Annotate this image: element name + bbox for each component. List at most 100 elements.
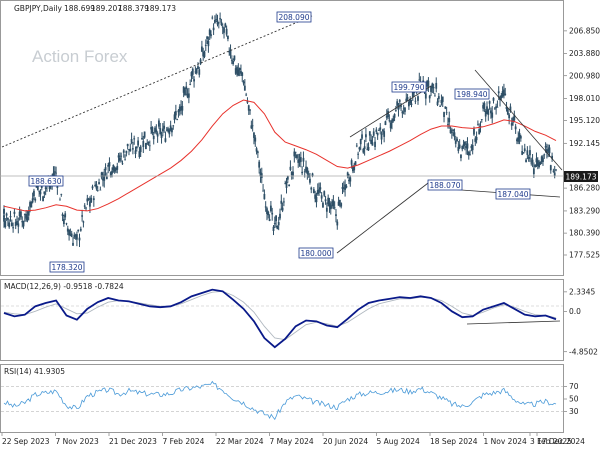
candle-body — [217, 22, 220, 24]
candle-body — [431, 83, 434, 89]
candle-body — [16, 220, 18, 225]
candle-body — [535, 158, 538, 163]
candle-body — [82, 221, 85, 223]
candle-body — [427, 80, 430, 87]
candle-body — [496, 106, 499, 108]
candle-body — [214, 20, 216, 23]
candle-body — [314, 194, 317, 199]
candle-body — [259, 172, 262, 177]
candle-body — [184, 89, 186, 96]
candle-body — [461, 145, 464, 150]
price-tick-label: 200.980 — [569, 71, 600, 80]
candle-body — [503, 89, 505, 96]
candle-body — [251, 125, 254, 127]
price-tick-label: 180.390 — [569, 229, 600, 238]
candle-body — [27, 211, 30, 216]
sma-line — [3, 99, 557, 212]
candle-body — [332, 200, 335, 207]
candle-body — [253, 132, 255, 138]
price-axis: 206.850 203.880 200.980 198.010 195.120 192.1… — [564, 26, 600, 259]
candle-body — [246, 100, 249, 103]
candle-body — [479, 126, 482, 128]
candle-body — [269, 205, 272, 212]
candle-body — [134, 150, 137, 155]
candle-body — [200, 46, 203, 52]
candle-body — [245, 94, 248, 96]
macd-tick-label: 0.0 — [569, 307, 581, 316]
candle-body — [194, 71, 197, 73]
candle-body — [264, 206, 267, 208]
trendlines — [0, 15, 564, 325]
candle-body — [521, 151, 524, 155]
candle-body — [389, 122, 392, 129]
candle-body — [66, 228, 69, 232]
candle-body — [105, 176, 108, 180]
label-208090: 208.090 — [276, 11, 312, 23]
ohlc-high: 189.207 — [91, 4, 122, 13]
candle-body — [401, 111, 404, 114]
candle-body — [473, 128, 475, 135]
label-199790: 199.790 — [391, 81, 427, 93]
candle-body — [383, 131, 386, 137]
candle-body — [436, 101, 439, 106]
ohlc-close: 189.173 — [145, 4, 176, 13]
candle-body — [178, 106, 181, 112]
candle-body — [182, 86, 185, 93]
candle-body — [65, 223, 68, 225]
sma-series — [3, 99, 557, 212]
candle-body — [342, 187, 345, 189]
macd-signal-line — [3, 290, 557, 341]
candle-body — [9, 216, 12, 218]
price-tick-label: 206.850 — [569, 26, 600, 35]
candle-body — [280, 200, 283, 204]
candle-body — [463, 141, 466, 145]
candle-body — [467, 151, 470, 156]
candle-body — [380, 133, 383, 140]
candle-body — [206, 36, 208, 39]
candle-body — [484, 111, 487, 117]
macd-tick-label: 2.3345 — [569, 287, 595, 296]
candle-body — [230, 59, 233, 61]
svg-text:187.040: 187.040 — [497, 190, 528, 199]
candle-body — [208, 29, 211, 35]
candle-body — [450, 131, 453, 133]
candle-body — [418, 79, 421, 81]
candle-body — [14, 221, 17, 227]
candle-body — [353, 165, 356, 171]
candle-body — [482, 105, 484, 109]
macd-tick-label: -4.8502 — [569, 347, 598, 356]
candle-body — [113, 167, 116, 172]
candle-body — [186, 93, 189, 98]
candle-body — [355, 145, 358, 147]
candle-body — [126, 143, 129, 147]
candle-body — [81, 215, 84, 217]
candle-body — [345, 185, 348, 188]
candle-body — [21, 221, 24, 223]
candle-body — [20, 211, 22, 218]
candle-body — [78, 237, 81, 241]
candle-body — [523, 148, 526, 151]
date-tick-label: 18 Sep 2024 — [430, 437, 478, 446]
candle-body — [500, 94, 503, 99]
candle-body — [318, 189, 320, 193]
candle-body — [387, 111, 389, 118]
candle-body — [483, 103, 486, 109]
candle-body — [234, 68, 237, 74]
candle-body — [224, 23, 227, 28]
candle-body — [272, 226, 275, 231]
candle-body — [202, 51, 205, 57]
candle-body — [458, 144, 461, 149]
candle-body — [290, 171, 293, 176]
candle-body — [289, 166, 292, 170]
candle-body — [331, 202, 333, 204]
candle-body — [176, 119, 179, 120]
candle-body — [68, 229, 70, 236]
candle-body — [432, 87, 435, 89]
candle-body — [167, 128, 169, 132]
candle-body — [95, 184, 98, 189]
candle-body — [204, 44, 207, 46]
candle-body — [13, 211, 16, 214]
candle-body — [79, 228, 82, 231]
candle-body — [168, 130, 171, 135]
